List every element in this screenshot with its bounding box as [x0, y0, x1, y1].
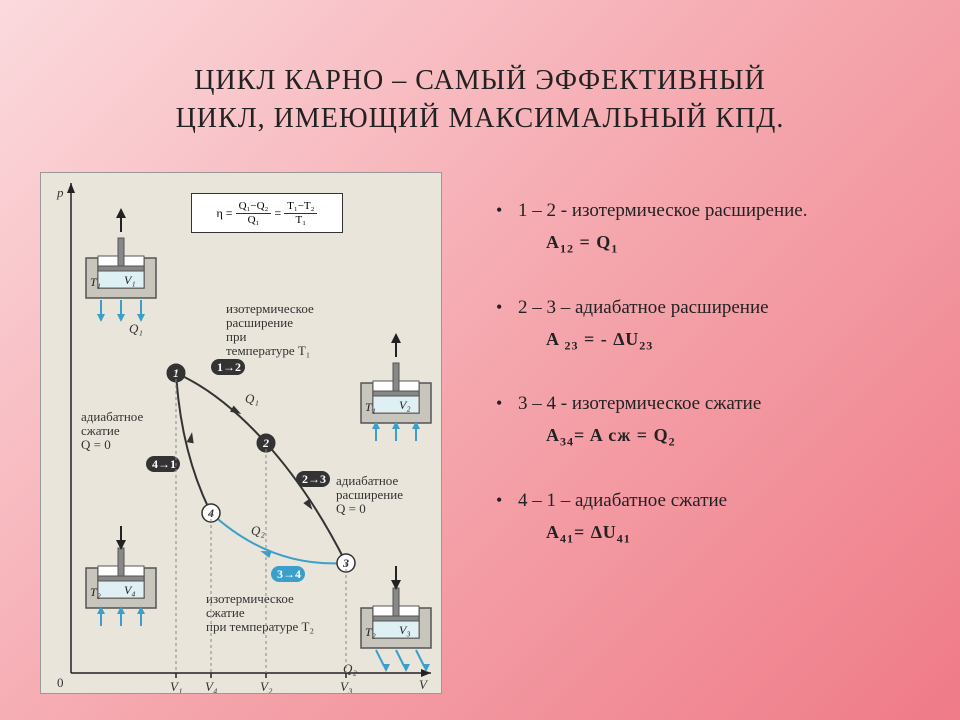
slide-title: ЦИКЛ КАРНО – САМЫЙ ЭФФЕКТИВНЫЙ ЦИКЛ, ИМЕ… — [0, 62, 960, 138]
svg-text:V₃: V₃ — [399, 623, 411, 637]
svg-text:V: V — [419, 677, 429, 692]
svg-text:температуре T₁: температуре T₁ — [226, 343, 310, 358]
carnot-diagram-svg: pV0V₁V₄V₂V₃1→22→33→44→11234Q₁Q₁Q₂Q₂изоте… — [41, 173, 441, 693]
svg-text:изотермическое: изотермическое — [226, 301, 314, 316]
svg-text:адиабатное: адиабатное — [81, 409, 143, 424]
svg-text:при температуре T₂: при температуре T₂ — [206, 619, 314, 634]
svg-text:3→4: 3→4 — [277, 567, 301, 581]
svg-text:изотермическое: изотермическое — [206, 591, 294, 606]
title-line1: ЦИКЛ КАРНО – САМЫЙ ЭФФЕКТИВНЫЙ — [194, 65, 766, 96]
bullet-item: 2 – 3 – адиабатное расширение A 23 = - ∆U… — [490, 297, 920, 354]
svg-text:V₄: V₄ — [205, 679, 218, 693]
svg-text:V₁: V₁ — [170, 679, 182, 693]
svg-text:Q₁: Q₁ — [129, 321, 143, 336]
bullet-equation: A34= A сж = Q2 — [546, 425, 920, 450]
svg-text:1→2: 1→2 — [217, 360, 241, 374]
svg-text:сжатие: сжатие — [81, 423, 120, 438]
carnot-figure: η = Q₁−Q₂Q₁ = T₁−T₂T₁ pV0V₁V₄V₂V₃1→22→33… — [40, 172, 442, 694]
svg-text:T₂: T₂ — [365, 625, 376, 639]
svg-text:адиабатное: адиабатное — [336, 473, 398, 488]
svg-text:2→3: 2→3 — [302, 472, 326, 486]
svg-text:при: при — [226, 329, 246, 344]
svg-text:V₄: V₄ — [124, 583, 136, 597]
svg-text:сжатие: сжатие — [206, 605, 245, 620]
bullet-equation: A41= ∆U41 — [546, 522, 920, 547]
svg-text:V₂: V₂ — [260, 679, 273, 693]
svg-text:расширение: расширение — [226, 315, 293, 330]
svg-text:T₂: T₂ — [90, 585, 101, 599]
bullet-text: 2 – 3 – адиабатное расширение — [518, 297, 769, 318]
svg-text:V₃: V₃ — [340, 679, 352, 693]
svg-text:V₂: V₂ — [399, 398, 411, 412]
bullet-item: 1 – 2 - изотермическое расширение. A12 = … — [490, 200, 920, 257]
bullet-text: 1 – 2 - изотермическое расширение. — [518, 200, 807, 221]
bullet-text: 3 – 4 - изотермическое сжатие — [518, 393, 761, 414]
svg-text:Q = 0: Q = 0 — [336, 501, 366, 516]
title-line2: ЦИКЛ, ИМЕЮЩИЙ МАКСИМАЛЬНЫЙ КПД. — [176, 103, 785, 134]
svg-text:4→1: 4→1 — [152, 457, 176, 471]
bullet-equation: A 23 = - ∆U23 — [546, 329, 920, 354]
svg-text:V₁: V₁ — [124, 273, 136, 287]
slide-root: ЦИКЛ КАРНО – САМЫЙ ЭФФЕКТИВНЫЙ ЦИКЛ, ИМЕ… — [0, 0, 960, 720]
svg-text:T₁: T₁ — [90, 275, 101, 289]
bullet-list: 1 – 2 - изотермическое расширение. A12 = … — [490, 200, 920, 586]
bullet-equation: A12 = Q1 — [546, 232, 920, 257]
bullet-item: 3 – 4 - изотермическое сжатие A34= A сж =… — [490, 393, 920, 450]
svg-text:0: 0 — [57, 675, 64, 690]
svg-text:Q₁: Q₁ — [245, 391, 259, 406]
svg-text:T₁: T₁ — [365, 400, 376, 414]
svg-text:расширение: расширение — [336, 487, 403, 502]
bullet-text: 4 – 1 – адиабатное сжатие — [518, 490, 727, 511]
svg-text:p: p — [56, 185, 64, 200]
svg-text:Q₂: Q₂ — [343, 661, 357, 676]
svg-text:Q = 0: Q = 0 — [81, 437, 111, 452]
svg-text:Q₂: Q₂ — [251, 523, 265, 538]
bullet-item: 4 – 1 – адиабатное сжатие A41= ∆U41 — [490, 490, 920, 547]
